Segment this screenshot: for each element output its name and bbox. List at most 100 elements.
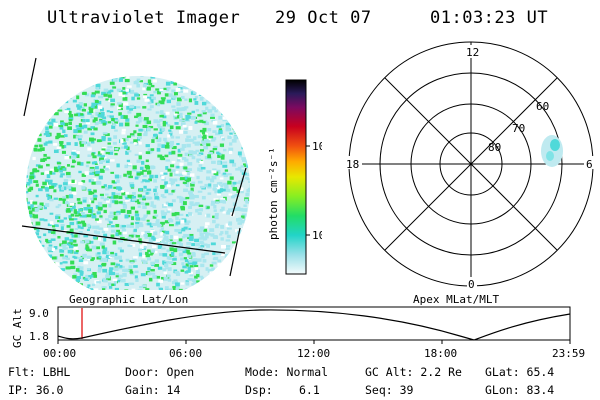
speckle xyxy=(93,161,98,164)
speckle xyxy=(210,116,215,119)
speckle xyxy=(50,91,56,96)
speckle xyxy=(209,283,213,288)
speckle xyxy=(22,183,25,187)
speckle xyxy=(43,85,47,89)
speckle xyxy=(38,263,44,268)
speckle xyxy=(194,238,200,243)
speckle xyxy=(103,209,107,214)
speckle xyxy=(148,277,153,282)
speckle xyxy=(110,234,115,238)
speckle xyxy=(108,214,114,219)
speckle xyxy=(153,128,158,131)
speckle xyxy=(135,174,141,178)
speckle xyxy=(36,112,42,115)
speckle xyxy=(77,221,82,224)
speckle xyxy=(217,97,223,101)
speckle xyxy=(134,115,139,119)
speckle xyxy=(147,79,152,84)
speckle xyxy=(135,124,139,127)
speckle xyxy=(93,230,98,234)
speckle xyxy=(30,269,34,273)
speckle xyxy=(129,108,134,111)
speckle xyxy=(79,143,84,147)
speckle xyxy=(26,203,30,207)
speckle xyxy=(239,259,244,264)
speckle xyxy=(254,263,258,265)
speckle xyxy=(171,150,176,155)
speckle xyxy=(87,80,92,84)
speckle xyxy=(173,92,178,96)
speckle xyxy=(100,170,105,173)
speckle xyxy=(26,184,28,188)
speckle xyxy=(150,272,156,275)
speckle xyxy=(162,253,168,257)
speckle xyxy=(223,109,229,112)
speckle xyxy=(149,174,154,179)
speckle xyxy=(213,145,218,150)
speckle xyxy=(213,72,217,74)
speckle xyxy=(118,112,122,116)
speckle xyxy=(123,173,127,177)
speckle xyxy=(230,194,235,199)
speckle xyxy=(59,275,64,279)
speckle xyxy=(200,277,204,281)
speckle xyxy=(236,181,240,185)
speckle xyxy=(150,201,154,206)
speckle xyxy=(247,260,250,264)
speckle xyxy=(166,184,171,188)
speckle xyxy=(179,119,183,122)
speckle xyxy=(90,126,95,129)
speckle xyxy=(76,127,82,131)
speckle xyxy=(51,172,56,175)
speckle xyxy=(118,73,122,76)
speckle xyxy=(237,250,241,254)
speckle xyxy=(250,195,254,198)
speckle xyxy=(237,256,242,260)
speckle xyxy=(142,106,147,109)
speckle xyxy=(126,210,132,214)
speckle xyxy=(144,230,150,234)
speckle xyxy=(211,96,216,100)
speckle xyxy=(107,142,111,145)
speckle xyxy=(239,254,244,257)
speckle xyxy=(184,168,189,171)
speckle xyxy=(135,224,139,229)
speckle xyxy=(199,119,204,123)
speckle xyxy=(213,80,217,83)
speckle xyxy=(29,112,35,115)
speckle xyxy=(55,104,59,108)
speckle xyxy=(26,113,31,116)
speckle xyxy=(164,286,169,290)
speckle xyxy=(213,204,217,209)
speckle xyxy=(220,231,224,235)
speckle xyxy=(241,158,246,162)
speckle xyxy=(122,142,127,145)
speckle xyxy=(191,156,196,160)
speckle xyxy=(78,102,83,106)
speckle xyxy=(36,96,41,100)
speckle xyxy=(150,251,154,255)
speckle xyxy=(191,278,197,283)
speckle xyxy=(45,182,50,186)
altitude-ylabel: GC Alt xyxy=(11,308,24,348)
speckle xyxy=(227,173,232,176)
speckle xyxy=(32,116,36,120)
speckle xyxy=(200,245,205,248)
speckle xyxy=(99,257,104,262)
speckle xyxy=(250,245,254,249)
speckle xyxy=(211,261,217,265)
speckle xyxy=(30,143,35,147)
speckle xyxy=(194,267,198,270)
speckle xyxy=(49,268,53,271)
speckle xyxy=(189,265,194,268)
speckle xyxy=(49,277,54,281)
speckle xyxy=(47,246,52,251)
speckle xyxy=(166,124,171,127)
speckle xyxy=(77,265,81,270)
speckle xyxy=(133,256,138,259)
speckle xyxy=(212,252,216,256)
speckle xyxy=(169,172,173,177)
speckle xyxy=(28,214,33,218)
speckle xyxy=(221,76,226,79)
speckle xyxy=(33,214,39,219)
